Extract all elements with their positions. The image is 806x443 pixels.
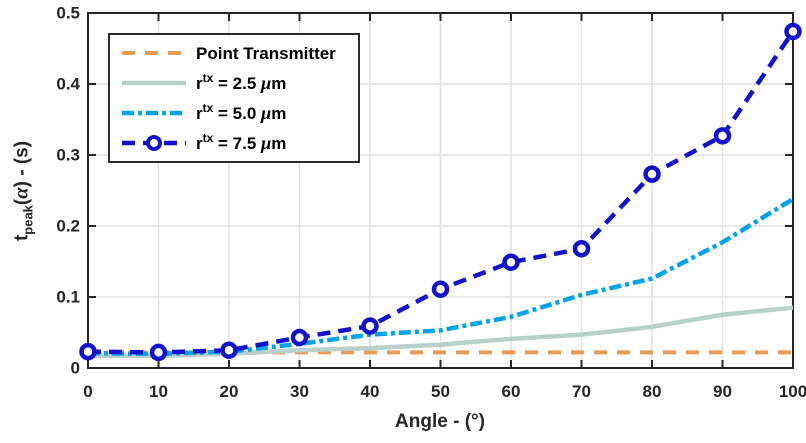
x-tick-label: 40	[360, 382, 380, 401]
legend-item-rtx-5-0um: rtx = 5.0 μm	[110, 100, 358, 123]
legend: Point Transmitter rtx = 2.5 μm rtx = 5.0 μ…	[108, 33, 360, 163]
series-line-rtx-2-5um	[88, 305, 794, 359]
series-marker-rtx-7-5um	[784, 22, 802, 41]
series-marker-rtx-7-5um	[643, 165, 661, 183]
series-marker-rtx-7-5um	[79, 342, 97, 361]
y-tick-label: 0.1	[56, 287, 80, 307]
y-axis-label: tpeak(α) - (s)	[10, 140, 36, 242]
legend-item-rtx-7-5um: rtx = 7.5 μm	[110, 130, 358, 153]
y-tick-label: 0.3	[56, 145, 80, 165]
series-line-rtx-5-0um	[87, 197, 795, 357]
x-tick-label: 0	[83, 382, 93, 401]
legend-item-label: Point Transmitter	[196, 43, 336, 63]
series-marker-rtx-7-5um	[502, 253, 520, 271]
x-tick-label: 100	[778, 382, 806, 401]
y-tick-label: 0.4	[56, 74, 80, 94]
series-marker-rtx-7-5um	[572, 239, 591, 258]
y-tick-label: 0.2	[56, 216, 80, 236]
legend-line-sample	[122, 51, 186, 55]
y-tick-label: 0	[70, 358, 80, 378]
legend-item-label: rtx = 7.5 μm	[196, 130, 287, 153]
series-marker-rtx-7-5um	[290, 328, 309, 347]
legend-item-label: rtx = 5.0 μm	[196, 100, 287, 123]
series-marker-rtx-7-5um	[431, 280, 450, 298]
series-marker-rtx-7-5um	[361, 317, 379, 335]
x-tick-label: 80	[642, 382, 662, 401]
x-tick-label: 60	[501, 382, 521, 401]
x-tick-label: 10	[149, 382, 168, 401]
x-tick-label: 90	[713, 382, 732, 401]
legend-line-sample	[122, 135, 186, 151]
legend-item-rtx-2-5um: rtx = 2.5 μm	[110, 70, 358, 93]
x-tick-label: 20	[219, 382, 239, 401]
x-tick-label: 70	[572, 382, 591, 401]
y-tick-label: 0.5	[56, 3, 80, 23]
legend-item-label: rtx = 2.5 μm	[196, 70, 287, 93]
x-tick-label: 30	[290, 382, 309, 401]
legend-line-sample	[122, 80, 186, 86]
x-tick-label: 50	[431, 382, 450, 401]
legend-line-sample	[122, 110, 186, 116]
legend-marker-icon	[146, 135, 162, 151]
legend-item-point-transmitter: Point Transmitter	[110, 43, 358, 63]
x-axis-label: Angle - (°)	[395, 411, 485, 432]
series-marker-rtx-7-5um	[713, 127, 732, 145]
series-marker-rtx-7-5um	[149, 343, 168, 362]
series-marker-rtx-7-5um	[220, 341, 238, 359]
